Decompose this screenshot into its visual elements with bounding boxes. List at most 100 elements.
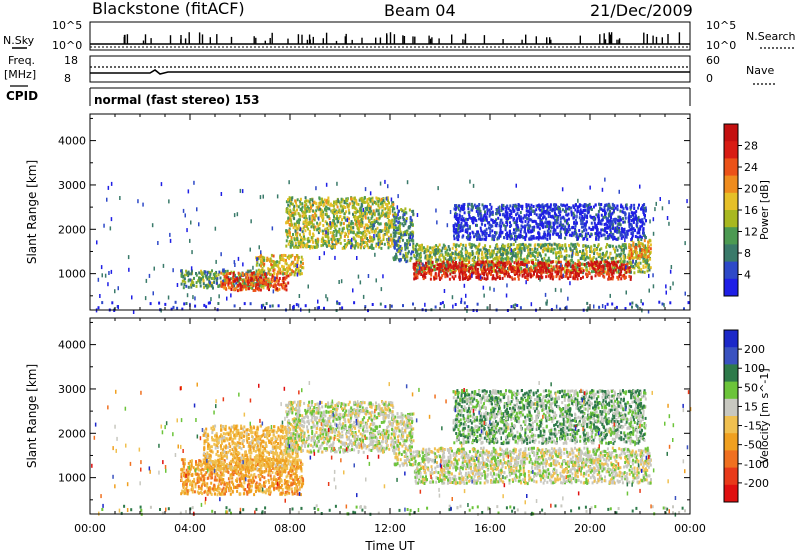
data-cell xyxy=(503,247,505,251)
data-cell xyxy=(465,268,467,272)
data-cell xyxy=(478,251,480,255)
nave-tick-bottom: 0 xyxy=(706,72,713,85)
data-cell xyxy=(614,268,617,272)
data-cell xyxy=(486,209,489,213)
data-cell xyxy=(571,249,574,253)
data-cell xyxy=(359,206,362,210)
data-cell xyxy=(550,245,553,249)
data-cell xyxy=(322,200,325,204)
data-cell xyxy=(560,272,563,276)
data-cell xyxy=(232,288,235,292)
data-cell xyxy=(519,262,522,266)
data-cell xyxy=(561,204,564,208)
data-cell xyxy=(606,271,609,275)
data-cell xyxy=(545,270,548,274)
data-cell xyxy=(201,277,204,281)
data-cell xyxy=(632,219,635,223)
data-cell xyxy=(467,202,470,206)
data-cell xyxy=(208,275,211,279)
data-cell xyxy=(603,205,606,209)
data-cell xyxy=(637,215,640,219)
data-cell xyxy=(624,216,627,220)
data-cell xyxy=(299,264,302,268)
data-cell xyxy=(386,226,389,230)
data-cell xyxy=(252,281,255,285)
data-cell xyxy=(537,275,540,278)
data-cell xyxy=(269,268,272,272)
data-cell xyxy=(620,263,623,267)
data-cell xyxy=(553,247,556,251)
data-cell xyxy=(530,260,533,264)
data-cell xyxy=(279,255,282,259)
data-cell xyxy=(447,245,450,249)
data-cell xyxy=(523,224,526,228)
data-cell xyxy=(383,207,386,211)
data-cell xyxy=(565,260,568,264)
data-cell xyxy=(501,276,504,280)
data-cell xyxy=(557,271,560,274)
data-cell xyxy=(287,281,290,285)
data-cell xyxy=(366,244,369,248)
data-cell xyxy=(392,206,395,210)
data-cell xyxy=(610,215,612,219)
data-cell xyxy=(472,267,475,271)
data-cell xyxy=(508,261,511,265)
data-cell xyxy=(455,268,457,272)
data-cell xyxy=(424,256,427,260)
data-cell xyxy=(621,244,624,247)
data-cell xyxy=(606,231,608,234)
data-cell xyxy=(471,219,474,223)
data-cell xyxy=(505,248,508,252)
data-cell xyxy=(297,212,300,215)
data-cell xyxy=(478,263,480,267)
data-cell xyxy=(280,270,283,274)
data-cell xyxy=(565,265,568,269)
data-cell xyxy=(415,270,418,274)
data-cell xyxy=(352,204,355,208)
data-cell xyxy=(335,234,338,238)
data-cell xyxy=(529,273,532,277)
data-cell xyxy=(556,267,559,271)
data-cell xyxy=(484,269,487,273)
data-cell xyxy=(352,231,355,235)
data-cell xyxy=(222,285,225,289)
data-cell xyxy=(447,252,450,256)
data-cell xyxy=(421,247,424,250)
data-cell xyxy=(565,254,568,257)
data-cell xyxy=(219,276,222,280)
data-cell xyxy=(546,211,549,215)
data-cell xyxy=(489,245,492,249)
data-cell xyxy=(537,263,540,267)
data-cell xyxy=(255,283,258,287)
data-cell xyxy=(572,276,575,280)
data-cell xyxy=(285,239,288,243)
data-cell xyxy=(417,266,420,270)
data-cell xyxy=(466,224,469,228)
data-cell xyxy=(288,254,291,258)
data-cell xyxy=(249,273,252,277)
data-cell xyxy=(442,260,445,264)
data-cell xyxy=(598,273,601,277)
data-cell xyxy=(506,204,509,208)
data-cell xyxy=(249,286,252,290)
data-cell xyxy=(613,262,616,265)
data-cell xyxy=(493,234,496,238)
data-cell xyxy=(230,288,233,291)
data-cell xyxy=(370,227,373,231)
data-cell xyxy=(452,262,455,266)
data-cell xyxy=(488,208,491,212)
data-cell xyxy=(602,270,605,274)
data-cell xyxy=(344,206,347,209)
data-cell xyxy=(358,224,361,228)
data-cell xyxy=(342,222,345,226)
data-cell xyxy=(605,251,608,255)
data-cell xyxy=(632,241,635,245)
data-cell xyxy=(247,276,250,280)
data-cell xyxy=(403,233,406,237)
data-cell xyxy=(599,256,602,260)
data-cell xyxy=(302,237,304,241)
data-cell xyxy=(486,276,489,280)
data-cell xyxy=(293,264,296,268)
data-cell xyxy=(355,200,358,204)
data-cell xyxy=(505,258,508,262)
